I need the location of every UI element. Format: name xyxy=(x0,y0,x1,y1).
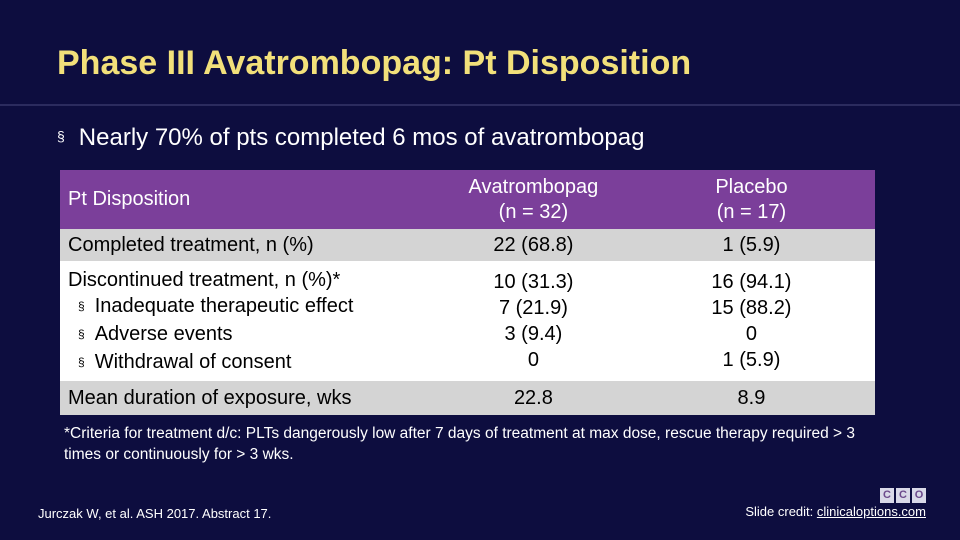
reference: Jurczak W, et al. ASH 2017. Abstract 17. xyxy=(38,506,272,521)
header-placebo: Placebo (n = 17) xyxy=(628,170,875,229)
reason-label: Adverse events xyxy=(94,323,233,345)
reason-placebo-value: 0 xyxy=(745,323,758,345)
reason-withdrawal-consent: § Withdrawal of consent xyxy=(68,349,439,377)
discontinued-label-cell: Discontinued treatment, n (%)* § Inadequa… xyxy=(60,261,439,381)
header-placebo-name: Placebo xyxy=(715,175,788,198)
reason-label: Withdrawal of consent xyxy=(94,351,292,373)
mean-exposure-placebo: 8.9 xyxy=(737,386,766,409)
reason-placebo-value: 1 (5.9) xyxy=(722,349,781,371)
reason-label: Inadequate therapeutic effect xyxy=(94,295,354,317)
header-avatrombopag: Avatrombopag (n = 32) xyxy=(439,170,628,229)
completed-avatrombopag: 22 (68.8) xyxy=(493,233,574,256)
reason-placebo-value: 15 (88.2) xyxy=(711,297,792,319)
reason-avatrombopag-value: 7 (21.9) xyxy=(498,297,568,319)
mean-exposure-label: Mean duration of exposure, wks xyxy=(68,386,352,409)
logo-letter: C xyxy=(896,488,910,503)
logo-letter: C xyxy=(880,488,894,503)
header-pt-disposition: Pt Disposition xyxy=(68,188,191,210)
footnote: *Criteria for treatment d/c: PLTs danger… xyxy=(64,425,856,463)
bullet-marker: § xyxy=(78,355,85,369)
reason-inadequate-effect: § Inadequate therapeutic effect xyxy=(68,293,439,321)
slide-credit: Slide credit: clinicaloptions.com xyxy=(745,504,926,519)
discontinued-label: Discontinued treatment, n (%)* xyxy=(68,269,341,291)
bullet-marker: § xyxy=(78,327,85,341)
summary-bullet: § Nearly 70% of pts completed 6 mos of av… xyxy=(57,124,644,152)
header-avatrombopag-name: Avatrombopag xyxy=(468,175,599,198)
header-placebo-n: (n = 17) xyxy=(716,200,787,223)
discontinued-placebo: 16 (94.1) xyxy=(711,271,792,293)
completed-placebo: 1 (5.9) xyxy=(722,233,781,256)
bullet-marker: § xyxy=(57,128,65,144)
summary-bullet-text: Nearly 70% of pts completed 6 mos of ava… xyxy=(78,124,645,151)
slide-title: Phase III Avatrombopag: Pt Disposition xyxy=(57,44,692,82)
table-row-mean-exposure: Mean duration of exposure, wks 22.8 8.9 xyxy=(60,381,875,415)
reason-avatrombopag-value: 0 xyxy=(527,349,539,371)
reason-adverse-events: § Adverse events xyxy=(68,321,439,349)
title-divider xyxy=(0,104,960,106)
bullet-marker: § xyxy=(78,299,85,313)
cco-logo: C C O xyxy=(880,488,926,503)
discontinued-avatrombopag: 10 (31.3) xyxy=(493,271,574,293)
completed-label: Completed treatment, n (%) xyxy=(68,233,314,256)
table-row-completed: Completed treatment, n (%) 22 (68.8) 1 (… xyxy=(60,229,875,261)
discontinued-placebo-cell: 16 (94.1) 15 (88.2) 0 1 (5.9) xyxy=(628,261,875,381)
mean-exposure-avatrombopag: 22.8 xyxy=(513,386,553,409)
credit-prefix: Slide credit: xyxy=(745,504,817,519)
table-header-row: Pt Disposition Avatrombopag (n = 32) Pla… xyxy=(60,170,875,229)
credit-link[interactable]: clinicaloptions.com xyxy=(816,504,926,519)
reason-avatrombopag-value: 3 (9.4) xyxy=(504,323,563,345)
logo-letter: O xyxy=(912,488,926,503)
header-avatrombopag-n: (n = 32) xyxy=(498,200,569,223)
table-row-discontinued: Discontinued treatment, n (%)* § Inadequa… xyxy=(60,261,875,381)
disposition-table: Pt Disposition Avatrombopag (n = 32) Pla… xyxy=(60,170,875,415)
discontinued-avatrombopag-cell: 10 (31.3) 7 (21.9) 3 (9.4) 0 xyxy=(439,261,628,381)
